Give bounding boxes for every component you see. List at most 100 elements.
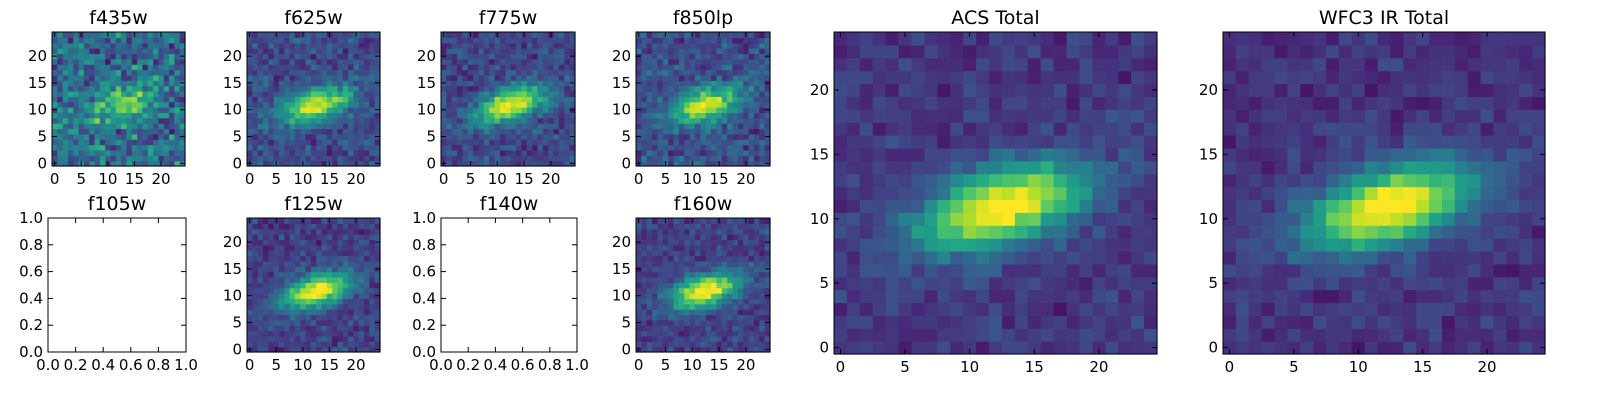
heatmap-cell: [516, 139, 522, 146]
heatmap-cell: [694, 69, 701, 76]
heatmap-cell: [94, 101, 101, 108]
heatmap-cell: [743, 155, 750, 162]
heatmap-cell: [499, 90, 506, 97]
heatmap-cell: [321, 223, 328, 230]
heatmap-cell: [1001, 263, 1016, 278]
heatmap-cell: [989, 32, 1003, 46]
heatmap-cell: [558, 64, 565, 71]
heatmap-cell: [94, 139, 101, 146]
heatmap-cell: [332, 32, 339, 38]
heatmap-cell: [753, 123, 760, 130]
heatmap-cell: [147, 160, 154, 167]
heatmap-cell: [1014, 199, 1029, 213]
heatmap-cell: [446, 42, 453, 49]
heatmap-cell: [115, 144, 122, 151]
heatmap-cell: [732, 314, 739, 321]
heatmap-cell: [705, 53, 712, 60]
heatmap-cell: [358, 303, 365, 310]
heatmap-cell: [353, 107, 360, 113]
heatmap-cell: [764, 255, 771, 262]
heatmap-cell: [137, 58, 144, 65]
heatmap-cell: [753, 80, 760, 87]
heatmap-cell: [1001, 147, 1016, 162]
heatmap-cell: [252, 234, 259, 241]
x-tick-label: 0: [50, 170, 60, 188]
heatmap-cell: [353, 293, 360, 299]
heatmap-cell: [289, 319, 296, 326]
heatmap-cell: [441, 58, 447, 65]
heatmap-cell: [262, 160, 269, 167]
heatmap-cell: [689, 309, 696, 316]
heatmap-cell: [268, 160, 275, 167]
heatmap-cell: [451, 123, 458, 130]
heatmap-cell: [126, 96, 133, 103]
heatmap-cell: [721, 37, 728, 44]
heatmap-cell: [542, 37, 549, 44]
heatmap-cell: [310, 144, 317, 151]
heatmap-cell: [537, 85, 544, 92]
heatmap-cell: [1001, 83, 1016, 97]
heatmap-cell: [1454, 302, 1469, 316]
heatmap-cell: [126, 117, 133, 124]
heatmap-cell: [1105, 263, 1119, 278]
heatmap-cell: [1040, 250, 1055, 265]
heatmap-cell: [364, 293, 370, 299]
heatmap-cell: [316, 287, 323, 294]
heatmap-cell: [727, 303, 734, 310]
heatmap-cell: [158, 37, 165, 44]
heatmap-cell: [374, 271, 381, 278]
heatmap-cell: [662, 155, 669, 162]
heatmap-cell: [924, 147, 938, 162]
heatmap-cell: [673, 346, 680, 353]
heatmap-cell: [694, 139, 701, 146]
heatmap-cell: [252, 48, 259, 55]
heatmap-cell: [158, 90, 165, 97]
heatmap-cell: [537, 32, 544, 38]
heatmap-cell: [137, 80, 144, 87]
heatmap-cell: [499, 160, 506, 167]
heatmap-cell: [278, 223, 285, 230]
heatmap-cell: [727, 260, 734, 267]
heatmap-cell: [126, 155, 133, 162]
heatmap-cell: [321, 117, 328, 124]
heatmap-cell: [834, 276, 848, 291]
x-tick-label: 0.0: [36, 356, 60, 374]
heatmap-cell: [553, 144, 560, 151]
heatmap-cell: [473, 112, 480, 119]
heatmap-cell: [358, 250, 365, 257]
heatmap-cell: [553, 58, 560, 65]
heatmap-cell: [342, 160, 349, 167]
heatmap-cell: [652, 107, 659, 113]
heatmap-cell: [131, 80, 138, 87]
heatmap-cell: [673, 239, 680, 246]
heatmap-cell: [337, 133, 344, 140]
heatmap-cell: [532, 123, 539, 130]
heatmap-cell: [1390, 212, 1404, 226]
heatmap-cell: [1416, 315, 1430, 329]
heatmap-cell: [467, 112, 474, 119]
heatmap-cell: [743, 85, 750, 92]
heatmap-cell: [268, 244, 275, 251]
heatmap-cell: [753, 234, 760, 241]
heatmap-cell: [462, 144, 469, 151]
heatmap-cell: [257, 58, 264, 65]
heatmap-cell: [78, 149, 85, 156]
heatmap-cell: [657, 346, 664, 353]
heatmap-cell: [332, 276, 339, 283]
heatmap-cell: [337, 319, 344, 326]
heatmap-cell: [110, 155, 117, 162]
heatmap-cell: [705, 80, 712, 87]
heatmap-cell: [976, 32, 990, 46]
heatmap-cell: [872, 57, 887, 72]
heatmap-cell: [289, 250, 296, 257]
heatmap-cell: [305, 250, 312, 257]
heatmap-cell: [321, 48, 328, 55]
heatmap-cell: [859, 199, 874, 213]
heatmap-cell: [110, 58, 117, 65]
heatmap-cell: [278, 48, 285, 55]
heatmap-cell: [158, 42, 165, 49]
heatmap-cell: [657, 250, 664, 257]
heatmap-cell: [705, 293, 712, 299]
heatmap-cell: [257, 32, 264, 38]
heatmap-cell: [898, 32, 913, 46]
